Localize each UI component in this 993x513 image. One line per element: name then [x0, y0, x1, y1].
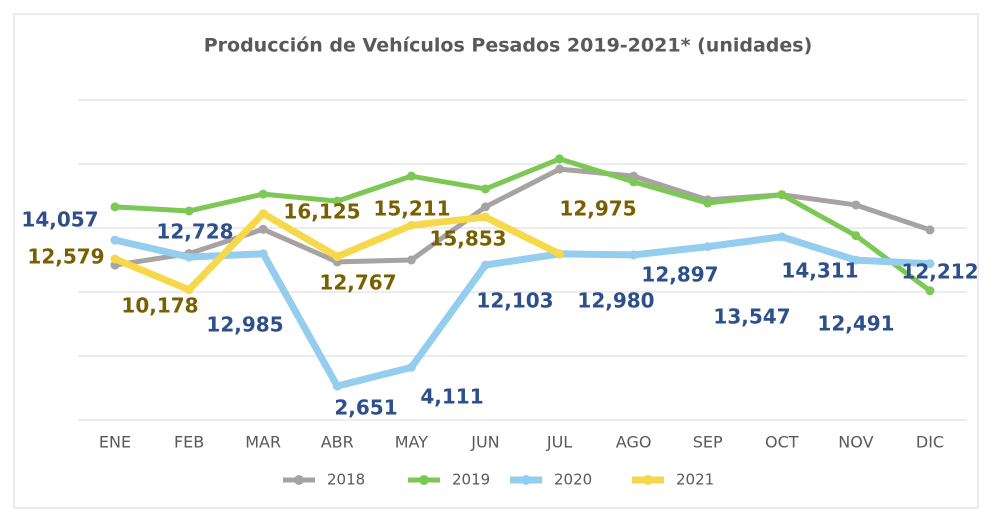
data-label: 12,491: [817, 312, 894, 336]
data-label: 16,125: [283, 200, 360, 224]
point: [777, 232, 787, 242]
point: [258, 209, 268, 219]
legend-label: 2018: [327, 471, 365, 489]
x-tick-label: DIC: [916, 433, 944, 452]
data-label: 12,980: [577, 289, 654, 313]
point: [925, 286, 935, 296]
point: [110, 202, 120, 212]
series-line: [112, 156, 933, 294]
point: [184, 206, 194, 216]
x-tick-label: MAR: [245, 433, 281, 452]
point: [332, 381, 342, 391]
x-tick-label: FEB: [174, 433, 204, 452]
legend-marker: [643, 475, 653, 485]
point: [184, 252, 194, 262]
point: [851, 200, 861, 210]
x-tick-label: ENE: [99, 433, 131, 452]
point: [629, 177, 639, 187]
point: [555, 249, 565, 259]
x-tick-label: ABR: [321, 433, 354, 452]
point: [406, 255, 416, 265]
point: [480, 260, 490, 270]
series-line: [111, 233, 934, 390]
data-label: 14,311: [781, 259, 858, 283]
data-label: 12,103: [476, 289, 553, 313]
data-label: 10,178: [121, 294, 198, 318]
x-tick-label: JUL: [546, 433, 572, 452]
data-label: 4,111: [420, 385, 483, 409]
point: [555, 154, 565, 164]
data-label: 13,547: [713, 305, 790, 329]
point: [555, 164, 565, 174]
data-label: 12,985: [206, 313, 283, 337]
point: [332, 252, 342, 262]
point: [110, 235, 120, 245]
data-label: 12,767: [319, 271, 396, 295]
point: [258, 249, 268, 259]
legend-label: 2021: [676, 471, 714, 489]
series-line: [112, 166, 933, 268]
point: [703, 242, 713, 252]
legend-marker: [521, 475, 531, 485]
data-label: 12,728: [156, 220, 233, 244]
legend-label: 2020: [554, 471, 592, 489]
x-tick-label: SEP: [693, 433, 723, 452]
legend-label: 2019: [452, 471, 490, 489]
point: [703, 198, 713, 208]
point: [480, 184, 490, 194]
x-tick-label: JUN: [470, 433, 499, 452]
point: [851, 255, 861, 265]
x-tick-label: NOV: [838, 433, 873, 452]
data-label: 12,579: [27, 245, 104, 269]
legend-marker: [294, 475, 304, 485]
x-tick-label: AGO: [616, 433, 652, 452]
point: [406, 220, 416, 230]
point: [258, 224, 268, 234]
legend-marker: [419, 475, 429, 485]
point: [851, 231, 861, 241]
point: [332, 196, 342, 206]
data-label: 2,651: [334, 396, 397, 420]
data-label: 12,897: [641, 263, 718, 287]
x-tick-label: MAY: [395, 433, 429, 452]
point: [406, 171, 416, 181]
point: [777, 190, 787, 200]
point: [258, 189, 268, 199]
point: [480, 202, 490, 212]
point: [480, 212, 490, 222]
data-label: 12,212: [901, 260, 978, 284]
point: [629, 250, 639, 260]
point: [925, 259, 935, 269]
x-tick-label: OCT: [765, 433, 799, 452]
data-label: 12,975: [559, 197, 636, 221]
data-label: 14,057: [21, 208, 98, 232]
chart-title: Producción de Vehículos Pesados 2019-202…: [204, 35, 813, 57]
point: [925, 225, 935, 235]
data-label: 15,853: [429, 227, 506, 251]
point: [406, 362, 416, 372]
data-label: 15,211: [373, 197, 450, 221]
point: [110, 254, 120, 264]
point: [184, 285, 194, 295]
